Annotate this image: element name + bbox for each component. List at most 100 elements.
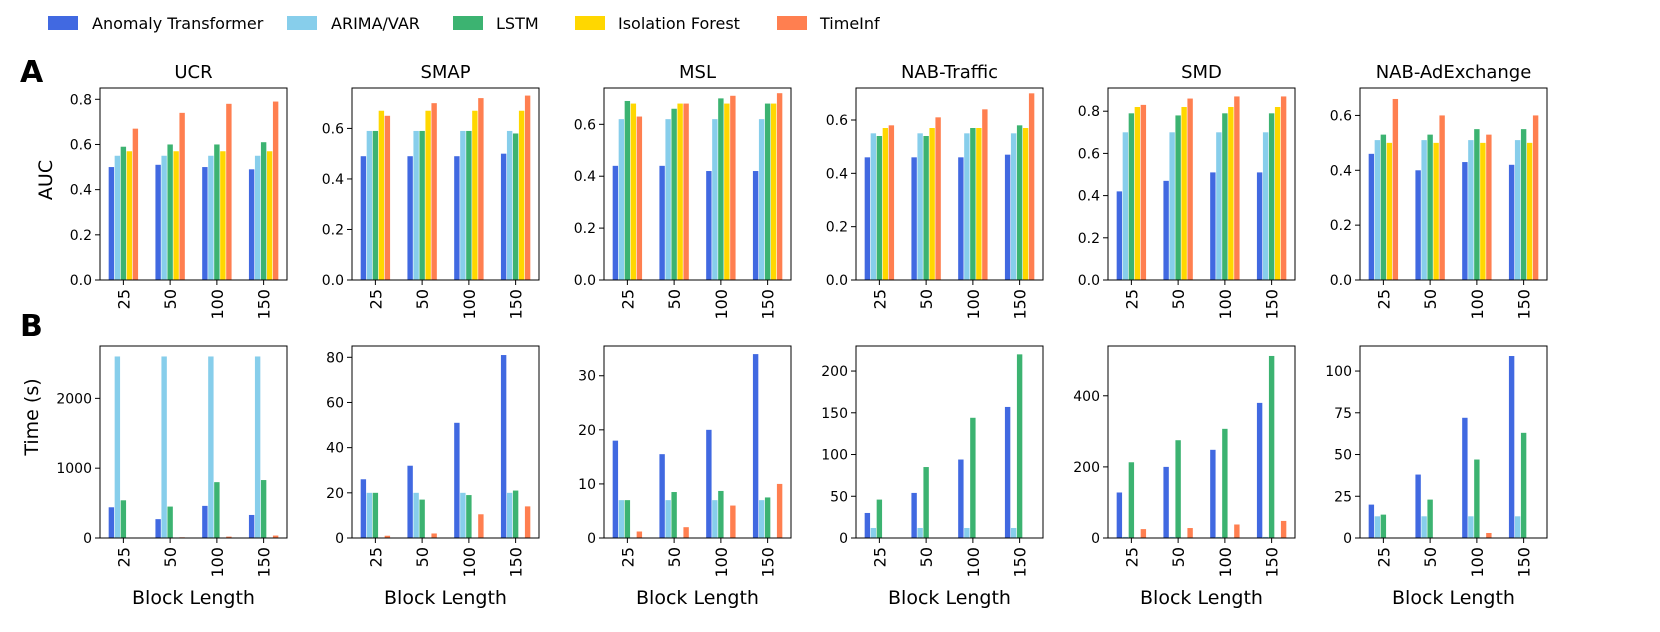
x-axis-title: Block Length — [384, 587, 507, 609]
x-tick-label: 100 — [712, 289, 731, 320]
bar-timeinf-150 — [272, 535, 279, 538]
bar-lstm-150 — [1268, 113, 1275, 280]
bar-anomaly-transformer-150 — [1508, 164, 1515, 280]
bar-timeinf-100 — [1486, 532, 1492, 538]
bar-timeinf-50 — [431, 103, 437, 280]
x-tick-label: 100 — [1216, 547, 1235, 578]
bar-isolation-forest-50 — [173, 151, 179, 280]
bar-anomaly-transformer-150 — [1256, 172, 1263, 280]
bar-isolation-forest-25 — [378, 110, 385, 281]
bar-lstm-150 — [764, 103, 771, 280]
bar-arima-var-100 — [208, 356, 214, 538]
bar-anomaly-transformer-150 — [500, 153, 507, 280]
y-tick-label: 200 — [821, 364, 848, 380]
bar-anomaly-transformer-25 — [612, 165, 619, 280]
bar-lstm-25 — [876, 499, 883, 538]
bar-lstm-150 — [260, 142, 267, 280]
plot-frame — [603, 87, 792, 281]
bar-lstm-25 — [1128, 113, 1135, 280]
x-tick-label: 150 — [759, 547, 778, 578]
bar-lstm-100 — [718, 98, 724, 280]
plot-frame — [1359, 87, 1548, 281]
bar-anomaly-transformer-150 — [248, 169, 255, 280]
bar-lstm-150 — [260, 480, 267, 538]
x-tick-label: 50 — [1421, 547, 1440, 567]
bar-timeinf-150 — [776, 93, 783, 280]
bar-arima-var-25 — [114, 155, 121, 280]
y-tick-label: 0.6 — [826, 113, 848, 129]
bar-anomaly-transformer-150 — [1508, 356, 1515, 538]
bar-isolation-forest-50 — [425, 110, 431, 281]
bar-anomaly-transformer-100 — [202, 505, 208, 538]
x-tick-label: 150 — [1011, 547, 1030, 578]
x-tick-label: 100 — [1216, 289, 1235, 320]
y-tick-label: 0.0 — [1330, 273, 1352, 289]
x-tick-label: 100 — [208, 289, 227, 320]
y-tick-label: 10 — [578, 477, 596, 493]
subplot-a-2: SMAP 0.0 0.2 0.4 0.6 25 50 100 150 — [322, 62, 540, 320]
x-tick-label: 50 — [413, 289, 432, 309]
bar-lstm-150 — [1016, 354, 1023, 538]
bar-timeinf-150 — [1532, 115, 1539, 281]
x-tick-label: 150 — [1515, 289, 1534, 320]
y-tick-label: 0 — [839, 531, 848, 547]
bar-lstm-50 — [419, 499, 425, 538]
x-tick-label: 150 — [507, 547, 526, 578]
bar-anomaly-transformer-50 — [407, 156, 413, 280]
bar-arima-var-25 — [1374, 140, 1381, 280]
y-tick-label: 60 — [326, 395, 344, 411]
x-tick-label: 50 — [1169, 289, 1188, 309]
bar-arima-var-50 — [1169, 536, 1175, 538]
y-tick-label: 0.4 — [826, 166, 848, 182]
bar-anomaly-transformer-150 — [500, 355, 507, 538]
bar-timeinf-50 — [935, 117, 941, 280]
bar-anomaly-transformer-25 — [1116, 492, 1123, 538]
subplot-title: MSL — [679, 62, 716, 83]
bar-timeinf-25 — [384, 115, 391, 280]
y-tick-label: 100 — [821, 448, 848, 464]
y-tick-label: 100 — [1325, 364, 1352, 380]
y-tick-label: 80 — [326, 350, 344, 366]
legend-label-anomaly-transformer: Anomaly Transformer — [92, 14, 264, 33]
bar-anomaly-transformer-25 — [1368, 504, 1375, 538]
y-tick-label: 150 — [821, 406, 848, 422]
auc-axis-label: AUC — [35, 160, 57, 200]
bar-arima-var-100 — [460, 130, 466, 280]
bar-lstm-25 — [1380, 514, 1387, 538]
x-tick-label: 100 — [712, 547, 731, 578]
bar-timeinf-100 — [1486, 134, 1492, 280]
x-tick-label: 25 — [114, 289, 133, 309]
legend-swatch-timeinf — [777, 16, 807, 30]
panel-label-b: B — [20, 309, 43, 344]
plot-frame — [603, 345, 792, 539]
bar-anomaly-transformer-25 — [612, 440, 619, 538]
y-tick-label: 400 — [1073, 389, 1100, 405]
bar-arima-var-150 — [1262, 132, 1269, 280]
bar-arima-var-150 — [254, 155, 261, 280]
bar-timeinf-100 — [982, 109, 988, 280]
bar-lstm-50 — [1427, 134, 1433, 280]
bar-arima-var-150 — [254, 356, 261, 538]
subplot-title: NAB-AdExchange — [1376, 62, 1532, 83]
bar-anomaly-transformer-100 — [958, 157, 964, 280]
bar-isolation-forest-25 — [882, 128, 889, 280]
x-axis-title: Block Length — [1140, 587, 1263, 609]
x-tick-label: 25 — [114, 547, 133, 567]
bar-timeinf-150 — [524, 506, 531, 538]
bar-arima-var-150 — [1010, 527, 1017, 538]
y-tick-label: 0.0 — [574, 273, 596, 289]
bar-anomaly-transformer-25 — [1368, 153, 1375, 280]
bar-arima-var-50 — [161, 356, 167, 538]
bar-arima-var-100 — [1468, 516, 1474, 538]
bar-timeinf-100 — [226, 103, 232, 280]
bar-lstm-50 — [419, 130, 425, 280]
x-tick-label: 100 — [460, 289, 479, 320]
bar-isolation-forest-25 — [630, 103, 637, 280]
bar-isolation-forest-25 — [1134, 106, 1141, 281]
bar-arima-var-150 — [1010, 133, 1017, 280]
bar-arima-var-25 — [618, 119, 625, 280]
bar-anomaly-transformer-150 — [1256, 402, 1263, 538]
x-tick-label: 25 — [366, 547, 385, 567]
